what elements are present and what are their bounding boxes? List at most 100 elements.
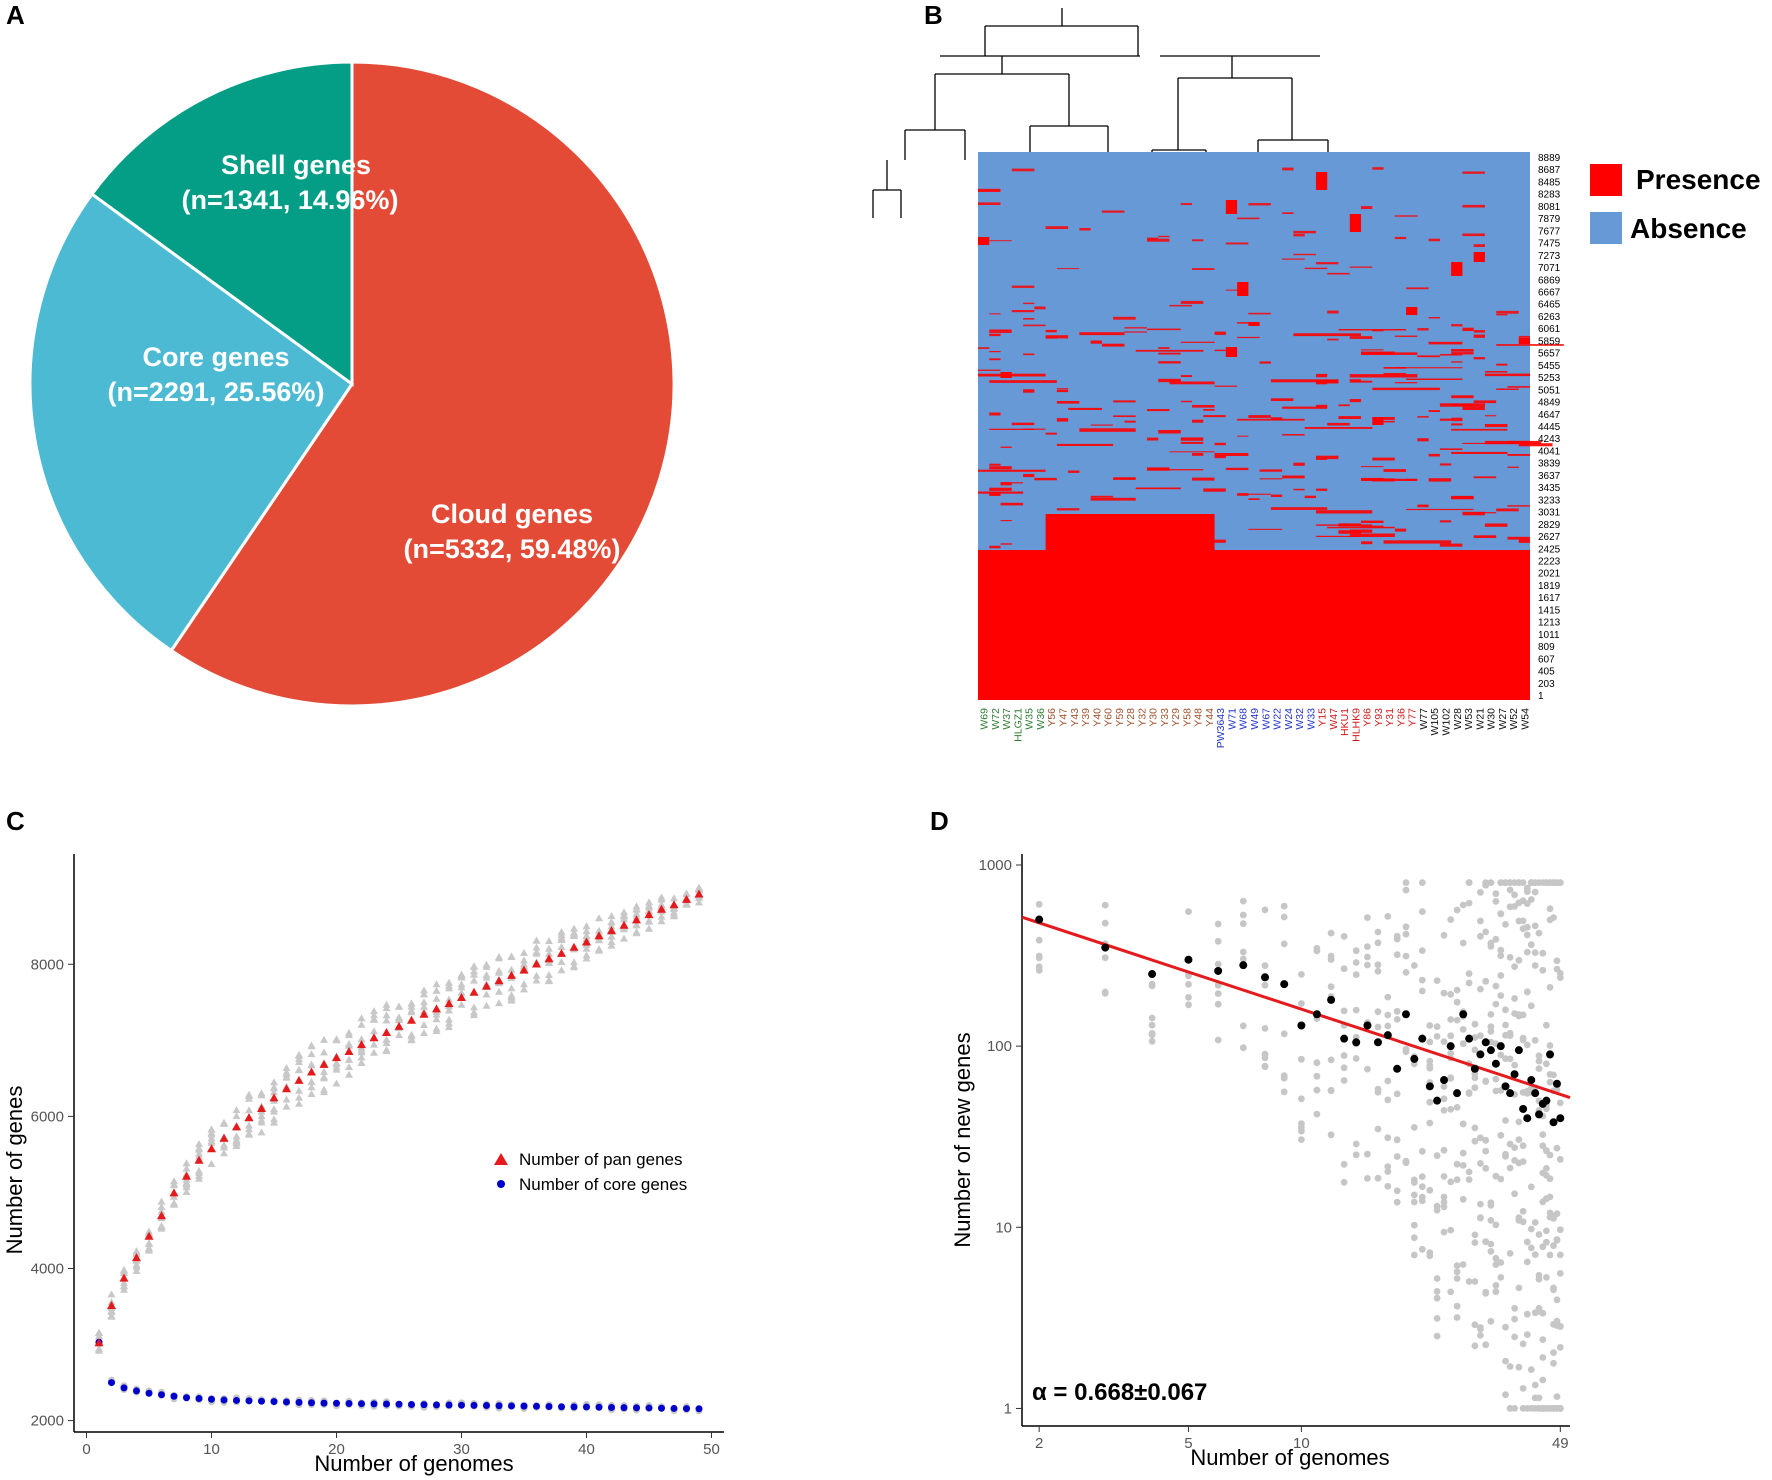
heatmap-row-label: 4849 <box>1538 398 1561 409</box>
chart-d-replicate-point <box>1352 1151 1360 1159</box>
chart-c-core-point <box>533 1402 540 1410</box>
heatmap-column-label: W22 <box>1272 708 1284 730</box>
chart-d-replicate-point <box>1313 947 1321 955</box>
heatmap-block <box>1225 200 1238 214</box>
heatmap-stripe <box>1439 520 1452 523</box>
chart-c-pan-replicate <box>195 1140 203 1148</box>
chart-c-pan-replicate <box>670 894 678 902</box>
heatmap-stripe <box>1079 228 1091 231</box>
chart-c-core-point <box>620 1404 628 1412</box>
chart-d-replicate-point <box>1535 1057 1543 1065</box>
heatmap-stripe <box>1056 390 1069 393</box>
chart-d-replicate-point <box>1492 1282 1500 1289</box>
heatmap-row-label: 8687 <box>1538 165 1561 176</box>
heatmap-row-label: 1 <box>1538 691 1544 702</box>
chart-d-replicate-point <box>1502 921 1509 928</box>
chart-d-replicate-point <box>1497 1274 1505 1281</box>
chart-c-pan-replicate <box>557 935 566 943</box>
chart-d-replicate-point <box>1539 1376 1547 1384</box>
chart-d-replicate-point <box>1482 1288 1490 1296</box>
chart-d-replicate-point <box>1523 1041 1531 1049</box>
chart-d-replicate-point <box>1535 929 1543 937</box>
heatmap-stripe <box>1169 379 1181 381</box>
heatmap-column-label: W28 <box>1452 708 1464 730</box>
heatmap-row-label: 5657 <box>1538 349 1561 360</box>
chart-c-core-point <box>420 1401 428 1409</box>
heatmap-stripe <box>1079 428 1136 432</box>
chart-d-replicate-point <box>1465 1168 1473 1176</box>
chart-d-replicate-point <box>1506 1029 1514 1037</box>
chart-c-pan-replicate <box>370 1007 378 1015</box>
chart-d-replicate-point <box>1418 879 1426 886</box>
heatmap-stripe <box>1056 508 1080 511</box>
chart-c-pan-replicate <box>607 932 616 940</box>
chart-c-pan-point <box>619 920 629 929</box>
heatmap-stripe <box>1045 432 1057 435</box>
chart-d-replicate-point <box>1440 1198 1448 1206</box>
chart-d-median-point <box>1481 1038 1490 1047</box>
chart-d-y-tick-label: 1 <box>1004 1400 1012 1417</box>
chart-d-replicate-point <box>1433 1152 1441 1160</box>
chart-c-pan-replicate <box>532 943 541 951</box>
chart-c-core-point <box>208 1395 215 1403</box>
chart-d-replicate-point <box>1352 1055 1360 1062</box>
chart-d-replicate-point <box>1511 891 1518 899</box>
chart-c-pan-replicate <box>532 936 541 944</box>
chart-d-median-point <box>1542 1096 1551 1105</box>
chart-c-pan-replicate <box>107 1308 116 1315</box>
chart-c-core-point <box>120 1384 128 1392</box>
heatmap-stripe <box>1225 467 1249 471</box>
heatmap-row-label: 7879 <box>1538 214 1561 225</box>
heatmap-stripe <box>1383 469 1407 472</box>
heatmap-column-label: Y40 <box>1091 708 1103 727</box>
dendrogram-green-leaf <box>872 160 902 218</box>
chart-c-pan-replicate <box>220 1149 228 1157</box>
chart-d-x-tick-label: 49 <box>1552 1435 1569 1452</box>
pie-labels: Cloud genes (n=5332, 59.48%) Core genes … <box>108 150 621 564</box>
chart-d-replicate-point <box>1384 1011 1392 1019</box>
heatmap-stripe <box>1462 442 1519 444</box>
chart-d-replicate-point <box>1487 942 1495 950</box>
dendrogram-top-branches <box>984 8 1139 56</box>
chart-d-replicate-point <box>1546 1251 1554 1259</box>
chart-d-median-point <box>1459 1010 1468 1019</box>
chart-d-replicate-point <box>1185 981 1192 988</box>
heatmap-stripe <box>1338 329 1407 331</box>
chart-d-replicate-point <box>1298 1127 1305 1135</box>
chart-c-core-point <box>233 1396 240 1404</box>
heatmap-stripe <box>1214 453 1249 456</box>
chart-c-pan-replicate <box>595 914 603 922</box>
chart-d-replicate-point <box>1327 1086 1335 1094</box>
heatmap-column-label: W49 <box>1249 708 1261 730</box>
heatmap-column-label: W35 <box>1024 708 1036 730</box>
chart-d-replicate-point <box>1410 1124 1418 1131</box>
heatmap-stripe <box>1473 512 1497 514</box>
chart-d-median-point <box>1401 1010 1410 1019</box>
chart-d-replicate-point <box>1440 1203 1448 1211</box>
chart-d-replicate-point <box>1214 920 1222 928</box>
chart-d-replicate-point <box>1148 1037 1156 1045</box>
heatmap-stripe <box>1462 406 1485 410</box>
heatmap-stripe <box>989 491 1001 495</box>
chart-c-pan-replicate <box>270 1088 278 1096</box>
chart-d-replicate-point <box>1465 979 1473 987</box>
chart-d-replicate-point <box>1384 1182 1392 1190</box>
chart-c-pan-replicate <box>295 1099 303 1107</box>
chart-c-pan-replicate <box>632 905 641 912</box>
chart-c-pan-replicate <box>432 986 441 994</box>
chart-c-pan-replicate <box>245 1125 253 1133</box>
heatmap-stripe <box>1293 230 1316 234</box>
chart-d-y-tick-label: 10 <box>995 1219 1012 1236</box>
heatmap-stripe <box>1451 395 1474 399</box>
chart-c-pan-point <box>244 1113 254 1122</box>
heatmap-stripe <box>1315 262 1339 265</box>
heatmap-stripe <box>1214 455 1226 459</box>
chart-c-core-point <box>683 1405 690 1413</box>
chart-c-pan-point <box>632 915 641 924</box>
chart-d-replicate-point <box>1553 1210 1561 1218</box>
heatmap-stripe <box>1428 317 1440 319</box>
heatmap-stripe <box>1135 487 1181 490</box>
heatmap-stripe <box>989 240 1012 242</box>
